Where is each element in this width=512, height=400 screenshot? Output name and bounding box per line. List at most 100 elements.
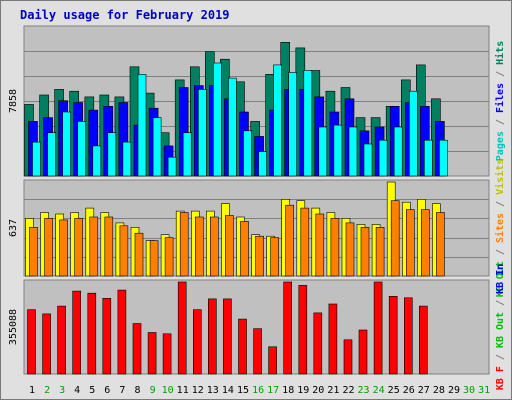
visits-panel-bar-sites — [29, 227, 38, 277]
hits-panel-bar-pages — [137, 74, 147, 177]
hits-panel-bar-pages — [228, 77, 237, 177]
hits-panel-bar-pages — [423, 139, 433, 177]
legend-entry-sites: Sites — [494, 213, 506, 249]
x-tick-label: 5 — [89, 385, 95, 396]
hits-panel-bar-pages — [348, 126, 358, 177]
hits-panel-bar-pages — [167, 156, 177, 177]
kbf-panel-bar-kb-f — [313, 312, 323, 375]
x-tick-label: 2 — [44, 385, 50, 396]
hits-panel-bar-pages — [393, 126, 403, 177]
x-tick-label: 20 — [312, 385, 324, 396]
legend-entry-pages: Pages — [495, 131, 506, 161]
visits-panel-bar-sites — [300, 207, 310, 277]
x-tick-label: 15 — [237, 385, 249, 396]
kbf-panel-bar-kb-f — [343, 339, 353, 375]
visits-panel-bar-sites — [149, 240, 159, 277]
x-tick-label: 22 — [342, 385, 354, 396]
visits-panel-bar-sites — [179, 212, 189, 277]
hits-panel-bar-pages — [198, 89, 207, 177]
chart-title: Daily usage for February 2019 — [20, 8, 230, 22]
visits-panel-bar-sites — [390, 200, 400, 277]
hits-panel-bar-pages — [333, 124, 343, 177]
legend-entry--: / — [495, 354, 506, 366]
kbf-panel-bar-kb-f — [358, 329, 368, 375]
hits-panel-bar-pages — [408, 90, 418, 177]
x-tick-label: 30 — [463, 385, 475, 396]
hits-panel-bar-pages — [318, 126, 328, 177]
visits-panel-bar-sites — [119, 225, 129, 277]
legend-entry--: / — [495, 249, 506, 261]
kbf-panel-bar-kb-f — [283, 281, 293, 375]
kbf-panel-bar-kb-f — [388, 295, 398, 375]
x-tick-label: 16 — [252, 385, 264, 396]
hits-panel-bar-pages — [378, 139, 388, 177]
hits-panel-bar-pages — [122, 141, 132, 177]
kbf-panel-bar-kb-f — [193, 309, 202, 375]
x-tick-label: 6 — [104, 385, 110, 396]
kbf-panel-legend: KB F / KB Out / KB In — [495, 264, 506, 390]
visits-panel-bar-sites — [164, 237, 174, 277]
kbf-panel-bar-kb-f — [117, 289, 127, 375]
kbf-panel-bar-kb-f — [42, 313, 51, 375]
x-tick-label: 11 — [177, 385, 189, 396]
x-tick-label: 31 — [478, 385, 490, 396]
x-tick-label: 24 — [373, 385, 385, 396]
visits-panel-bar-sites — [315, 213, 325, 277]
x-tick-label: 10 — [162, 385, 174, 396]
visits-panel-bar-sites — [89, 216, 99, 277]
hits-panel-bar-pages — [258, 151, 267, 177]
x-tick-label: 27 — [418, 385, 430, 396]
visits-panel-bar-sites — [210, 216, 219, 277]
x-tick-label: 3 — [59, 385, 65, 396]
kbf-panel-bar-kb-f — [298, 285, 308, 375]
visits-panel-bar-sites — [375, 227, 385, 277]
x-tick-label: 21 — [327, 385, 339, 396]
hits-panel-bar-pages — [288, 72, 298, 177]
kbf-panel-bar-kb-f — [132, 323, 142, 375]
x-tick-label: 12 — [192, 385, 204, 396]
legend-entry-kb-in: KB In — [495, 264, 506, 300]
kbf-panel-bar-kb-f — [162, 333, 172, 375]
kbf-panel-bar-kb-f — [403, 297, 413, 375]
visits-panel-bar-sites — [436, 212, 445, 277]
visits-panel-ymax-label: 637 — [8, 219, 19, 237]
x-tick-label: 8 — [134, 385, 140, 396]
visits-panel-bar-sites — [44, 218, 53, 277]
hits-panel-bar-pages — [152, 117, 162, 177]
visits-panel-bar-sites — [420, 209, 430, 277]
kbf-panel-bar-kb-f — [328, 303, 338, 375]
x-tick-label: 4 — [74, 385, 80, 396]
legend-entry--: / — [495, 201, 506, 213]
hits-panel-bar-pages — [182, 132, 192, 177]
x-tick-label: 23 — [357, 385, 369, 396]
visits-panel-bar-sites — [104, 216, 114, 277]
x-tick-label: 19 — [297, 385, 309, 396]
kbf-panel-bar-kb-f — [238, 318, 247, 375]
legend-entry-files: Files — [494, 83, 506, 119]
kbf-panel-bar-kb-f — [373, 281, 383, 375]
hits-panel-bar-pages — [62, 111, 71, 177]
hits-panel-bar-pages — [363, 143, 373, 177]
hits-panel-legend: Pages / Files / Hits — [494, 41, 506, 161]
x-tick-label: 29 — [448, 385, 460, 396]
kbf-panel-bar-kb-f — [223, 298, 232, 375]
legend-entry-visits: Visits — [494, 159, 506, 201]
legend-entry-kb-out: KB Out — [495, 261, 506, 297]
hits-panel-bar-pages — [439, 139, 448, 177]
visits-panel-bar-sites — [360, 227, 370, 277]
visits-panel-bar-sites — [255, 235, 264, 277]
kbf-panel-bar-kb-f — [147, 332, 157, 375]
kbf-panel-bar-kb-f — [418, 305, 428, 375]
hits-panel-bar-pages — [107, 132, 117, 177]
hits-panel-bar-pages — [47, 132, 56, 177]
x-tick-label: 7 — [119, 385, 125, 396]
x-tick-label: 14 — [222, 385, 234, 396]
hits-panel-bar-pages — [303, 70, 313, 177]
kbf-panel-bar-kb-f — [268, 346, 277, 375]
x-tick-label: 25 — [388, 385, 400, 396]
visits-panel-bar-sites — [285, 204, 295, 277]
legend-entry-kb-f: KB F — [495, 366, 506, 390]
visits-panel-bar-sites — [330, 218, 340, 277]
visits-panel-bar-sites — [225, 215, 234, 277]
